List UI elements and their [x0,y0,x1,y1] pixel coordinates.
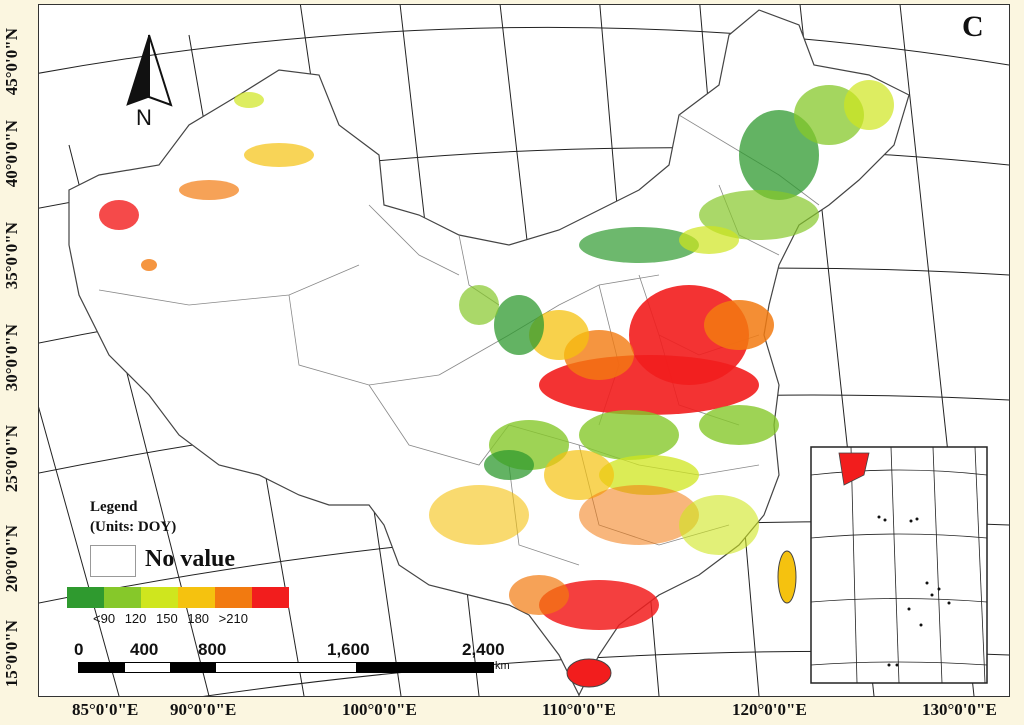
legend-tick-labels: <90 120 150 180 >210 [93,611,254,626]
inset-map [810,446,988,684]
latitude-label: 30°0'0"N [2,324,21,392]
no-value-swatch [90,545,136,577]
legend-tick: 120 [124,611,147,626]
latitude-label: 25°0'0"N [2,425,21,493]
scale-label: 1,600 [327,640,370,659]
scale-segment [124,663,171,672]
doy-data-layer [99,80,894,630]
longitude-label: 120°0'0"E [732,700,807,719]
legend-swatch [215,587,252,608]
legend-tick: 150 [156,611,178,626]
longitude-label: 90°0'0"E [170,700,237,719]
taiwan-island [777,550,797,604]
legend-color-ramp [67,587,289,608]
longitude-label: 100°0'0"E [342,700,417,719]
latitude-label: 40°0'0"N [2,120,21,188]
scale-segment [215,663,357,672]
latitude-label: 20°0'0"N [2,525,21,593]
scale-segment [79,663,125,672]
north-arrow-label: N [136,105,152,130]
map-frame [38,4,1010,697]
scale-segment [170,663,216,672]
scale-label: 0 [74,640,84,659]
panel-label: C [962,10,984,43]
longitude-label: 130°0'0"E [922,700,997,719]
legend-tick: <90 [93,611,116,626]
scale-bar [78,662,494,673]
scale-unit: km [495,660,510,672]
legend-tick: >210 [218,611,248,626]
legend-swatch [67,587,104,608]
latitude-label: 15°0'0"N [2,620,21,688]
legend-swatch [141,587,178,608]
map-canvas [39,5,1009,696]
latitude-line [39,26,1009,74]
scale-segment [356,663,493,672]
north-arrow [126,34,173,107]
legend-title-line: Legend [90,499,138,515]
legend-swatch [178,587,215,608]
legend-title: Legend (Units: DOY) [90,497,176,537]
longitude-line [39,406,120,696]
scale-label: 2,400 [462,640,505,659]
legend-tick: 180 [187,611,210,626]
longitude-label: 110°0'0"E [542,700,616,719]
legend-swatch [252,587,289,608]
scale-label: 800 [198,640,227,659]
latitude-label: 45°0'0"N [2,28,21,96]
hainan-island [566,658,612,688]
longitude-label: 85°0'0"E [72,700,139,719]
legend-units: (Units: DOY) [90,519,177,535]
no-value-label: No value [145,546,235,572]
latitude-label: 35°0'0"N [2,222,21,290]
legend-swatch [104,587,141,608]
scale-label: 400 [130,640,159,659]
